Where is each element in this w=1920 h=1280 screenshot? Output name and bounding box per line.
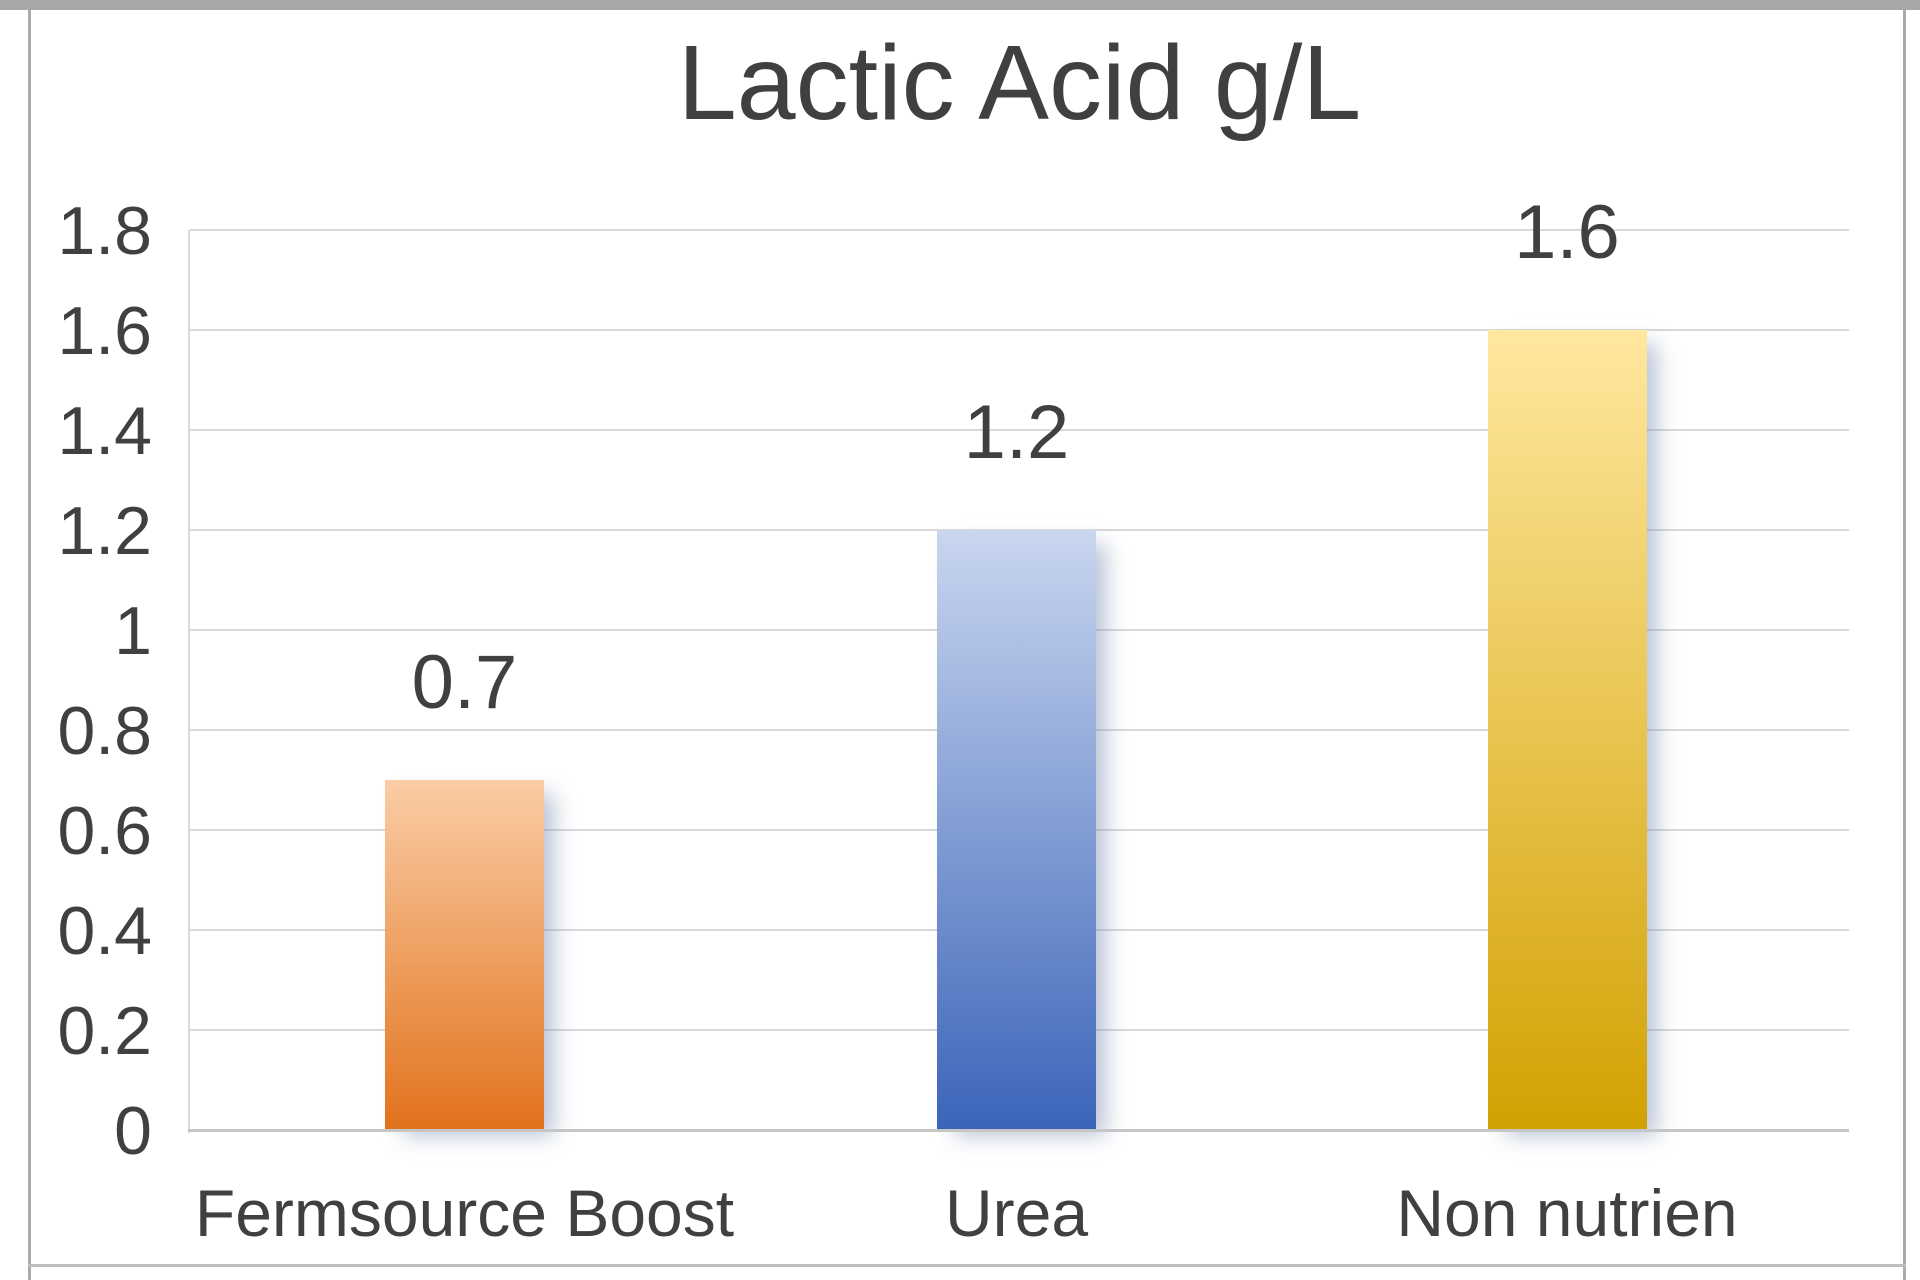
- y-axis-line: [188, 230, 190, 1133]
- window-frame-top: [0, 0, 1920, 10]
- y-tick-label: 1.8: [57, 193, 152, 269]
- category-label: Non nutrien: [1396, 1176, 1738, 1250]
- y-tick-label: 0.2: [57, 993, 152, 1069]
- gridline-1.6: [190, 329, 1849, 331]
- y-tick-label: 0.6: [57, 793, 152, 869]
- data-label: 0.7: [411, 640, 518, 725]
- chart-title: Lactic Acid g/L: [677, 24, 1362, 142]
- y-tick-label: 1.2: [57, 493, 152, 569]
- y-tick-label: 0: [114, 1093, 152, 1169]
- window-frame-right: [1903, 10, 1906, 1280]
- bar-fermsource-boost: [385, 780, 544, 1130]
- data-label: 1.2: [963, 390, 1070, 475]
- window-frame-bottom: [28, 1264, 1906, 1267]
- y-tick-label: 1.6: [57, 293, 152, 369]
- category-label: Fermsource Boost: [194, 1176, 735, 1250]
- y-tick-label: 0.4: [57, 893, 152, 969]
- bar-urea: [937, 530, 1096, 1130]
- y-tick-label: 1: [114, 593, 152, 669]
- window-frame-left: [28, 10, 31, 1280]
- y-tick-label: 1.4: [57, 393, 152, 469]
- data-label: 1.6: [1514, 190, 1620, 275]
- category-label: Urea: [944, 1176, 1089, 1250]
- gridline-1.8: [190, 229, 1849, 231]
- x-axis-line: [188, 1129, 1849, 1132]
- gridline-1.4: [190, 429, 1849, 431]
- bar-non-nutrien: [1487, 330, 1647, 1130]
- y-tick-label: 0.8: [57, 693, 152, 769]
